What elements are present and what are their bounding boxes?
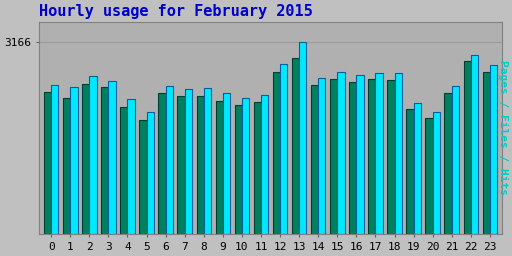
Bar — [70, 87, 77, 234]
Bar — [254, 102, 261, 234]
Bar — [242, 98, 249, 234]
Bar — [299, 42, 306, 234]
Bar — [311, 85, 318, 234]
Bar — [166, 86, 173, 234]
Bar — [234, 105, 242, 234]
Bar — [223, 93, 230, 234]
Bar — [101, 87, 109, 234]
Bar — [158, 93, 166, 234]
Bar — [146, 112, 154, 234]
Bar — [280, 64, 287, 234]
Bar — [368, 79, 375, 234]
Bar — [471, 55, 478, 234]
Bar — [375, 73, 382, 234]
Bar — [82, 84, 90, 234]
Bar — [109, 81, 116, 234]
Bar — [261, 94, 268, 234]
Bar — [395, 73, 402, 234]
Bar — [414, 103, 421, 234]
Bar — [337, 71, 345, 234]
Bar — [139, 120, 146, 234]
Bar — [197, 96, 204, 234]
Text: Hourly usage for February 2015: Hourly usage for February 2015 — [39, 4, 312, 19]
Bar — [407, 109, 414, 234]
Bar — [463, 61, 471, 234]
Bar — [452, 86, 459, 234]
Bar — [349, 82, 356, 234]
Bar — [204, 89, 211, 234]
Bar — [433, 112, 440, 234]
Bar — [51, 86, 58, 234]
Bar — [330, 79, 337, 234]
Bar — [444, 93, 452, 234]
Bar — [90, 76, 97, 234]
Bar — [127, 99, 135, 234]
Bar — [63, 98, 70, 234]
Y-axis label: Pages / Files / Hits: Pages / Files / Hits — [498, 60, 508, 196]
Bar — [356, 75, 364, 234]
Bar — [490, 66, 497, 234]
Bar — [273, 71, 280, 234]
Bar — [44, 92, 51, 234]
Bar — [318, 78, 326, 234]
Bar — [216, 101, 223, 234]
Bar — [387, 80, 395, 234]
Bar — [483, 71, 490, 234]
Bar — [292, 58, 299, 234]
Bar — [425, 118, 433, 234]
Bar — [185, 89, 192, 234]
Bar — [120, 107, 127, 234]
Bar — [178, 96, 185, 234]
